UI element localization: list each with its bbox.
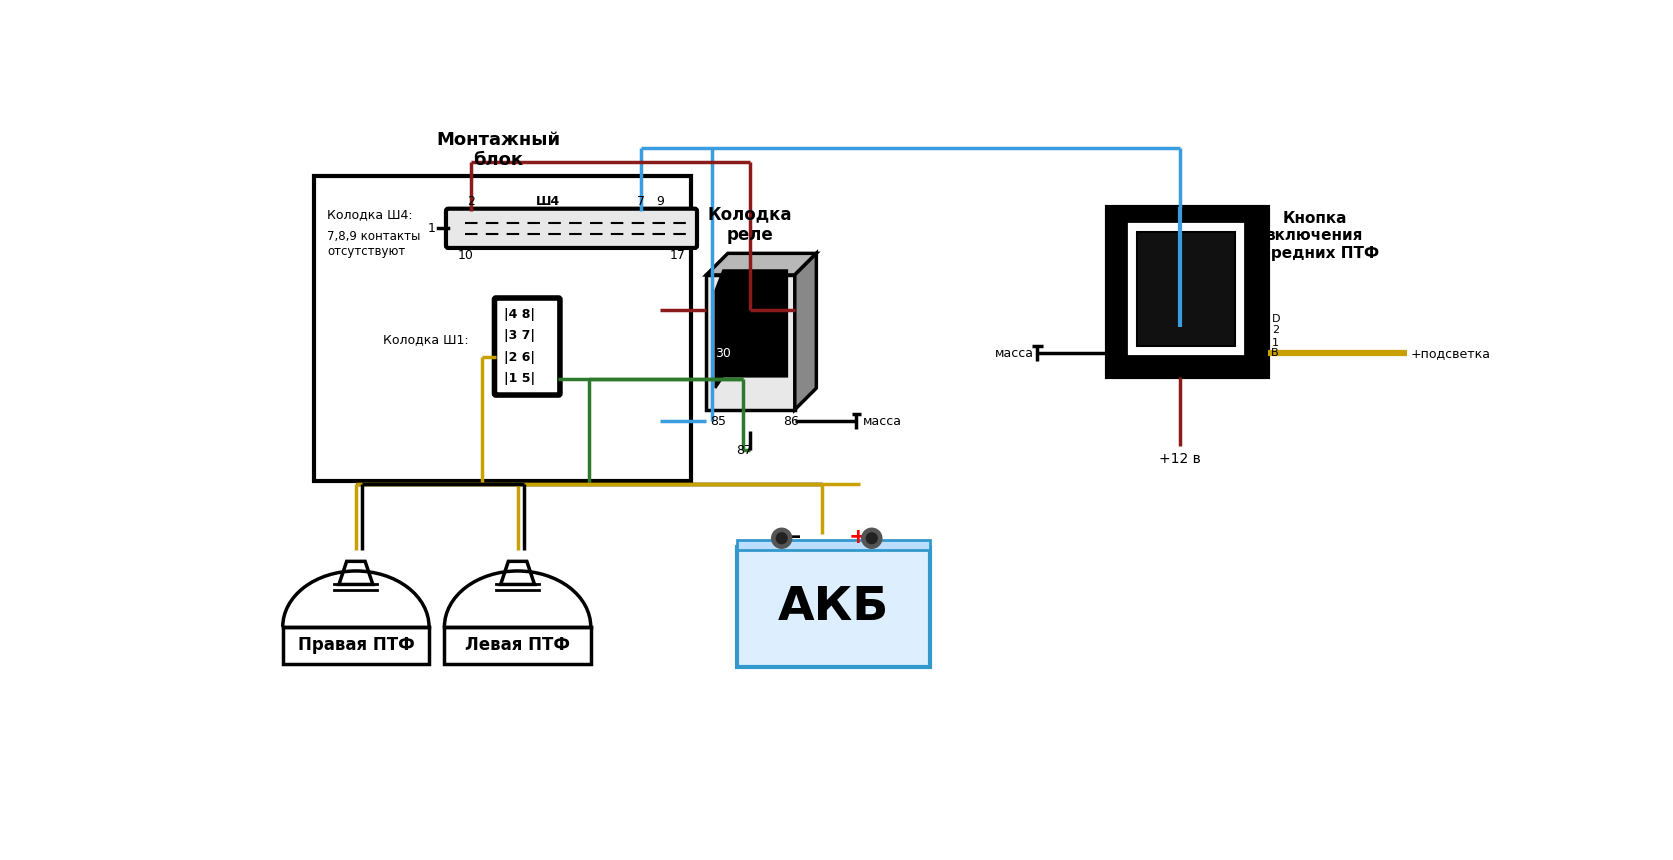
Text: масса: масса <box>862 415 902 427</box>
Text: Монтажный
блок: Монтажный блок <box>437 131 560 169</box>
Circle shape <box>771 528 791 549</box>
Text: Ш4: Ш4 <box>535 195 560 208</box>
FancyBboxPatch shape <box>445 209 696 248</box>
Text: |1 5|: |1 5| <box>504 372 534 385</box>
Text: Колодка
реле: Колодка реле <box>708 206 791 244</box>
Text: 10: 10 <box>457 249 473 261</box>
Text: АКБ: АКБ <box>778 585 888 630</box>
Text: Правая ПТФ: Правая ПТФ <box>298 636 413 654</box>
Text: Левая ПТФ: Левая ПТФ <box>465 636 570 654</box>
Bar <box>706 275 795 409</box>
Polygon shape <box>706 254 816 275</box>
Polygon shape <box>714 270 786 388</box>
Text: 30: 30 <box>714 347 731 360</box>
Bar <box>443 627 591 664</box>
Text: 7: 7 <box>636 195 644 208</box>
Bar <box>283 627 428 664</box>
Text: Колодка Ш4:: Колодка Ш4: <box>328 207 413 221</box>
Text: +подсветка: +подсветка <box>1410 347 1491 360</box>
Bar <box>1126 221 1245 356</box>
Text: 17: 17 <box>669 249 686 261</box>
Bar <box>1106 207 1268 377</box>
Text: масса: масса <box>995 347 1034 360</box>
Text: 1: 1 <box>1271 339 1278 348</box>
Text: B: B <box>1270 348 1278 359</box>
Text: 2: 2 <box>1271 325 1278 335</box>
Text: |3 7|: |3 7| <box>504 329 534 342</box>
Text: 2: 2 <box>467 195 475 208</box>
Bar <box>313 176 691 481</box>
Text: +12 в: +12 в <box>1158 452 1200 466</box>
Text: 9: 9 <box>656 195 664 208</box>
Bar <box>1136 232 1235 346</box>
Text: |2 6|: |2 6| <box>504 351 534 364</box>
Text: A: A <box>1108 348 1116 359</box>
Circle shape <box>867 533 877 544</box>
Text: Колодка Ш1:: Колодка Ш1: <box>383 333 468 346</box>
Text: –: – <box>790 526 801 547</box>
Text: Кнопка
включения
передних ПТФ: Кнопка включения передних ПТФ <box>1250 211 1379 261</box>
Polygon shape <box>795 254 816 409</box>
Circle shape <box>862 528 882 549</box>
Circle shape <box>776 533 786 544</box>
Polygon shape <box>338 562 373 585</box>
Bar <box>736 540 929 550</box>
Text: 85: 85 <box>709 415 726 427</box>
Text: |4 8|: |4 8| <box>504 308 534 321</box>
Text: 1: 1 <box>428 222 435 235</box>
FancyBboxPatch shape <box>494 298 559 395</box>
Text: 7,8,9 контакты
отсутствуют: 7,8,9 контакты отсутствуют <box>328 230 420 258</box>
Text: D: D <box>1271 314 1280 324</box>
Text: +: + <box>848 526 867 547</box>
Polygon shape <box>500 562 534 585</box>
Text: 86: 86 <box>783 415 798 427</box>
Text: 87: 87 <box>736 444 751 457</box>
Bar <box>736 548 929 666</box>
